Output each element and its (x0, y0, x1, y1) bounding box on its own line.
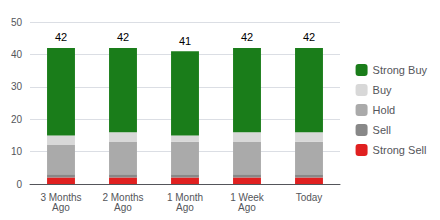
svg-text:42: 42 (241, 31, 253, 43)
svg-text:3 Months: 3 Months (40, 191, 82, 203)
svg-text:Ago: Ago (114, 202, 132, 213)
svg-text:30: 30 (11, 81, 23, 92)
svg-text:42: 42 (303, 31, 315, 43)
svg-text:Sell: Sell (373, 124, 391, 136)
svg-text:10: 10 (11, 146, 23, 157)
svg-text:20: 20 (11, 114, 23, 125)
svg-text:Ago: Ago (176, 202, 194, 213)
svg-text:Ago: Ago (238, 202, 256, 213)
svg-text:1 Month: 1 Month (166, 191, 204, 203)
svg-text:42: 42 (117, 31, 129, 43)
svg-text:Strong Buy: Strong Buy (373, 64, 428, 76)
svg-text:Strong Sell: Strong Sell (373, 144, 427, 156)
svg-text:41: 41 (179, 35, 191, 47)
svg-text:40: 40 (11, 49, 23, 60)
svg-text:42: 42 (55, 31, 67, 43)
svg-text:Hold: Hold (373, 104, 396, 116)
svg-text:50: 50 (11, 17, 23, 28)
svg-text:0: 0 (16, 179, 22, 190)
svg-text:Today: Today (296, 192, 323, 203)
svg-text:Buy: Buy (373, 84, 392, 96)
svg-text:1 Week: 1 Week (230, 191, 264, 203)
svg-text:Ago: Ago (52, 202, 70, 213)
svg-text:2 Months: 2 Months (102, 191, 144, 203)
